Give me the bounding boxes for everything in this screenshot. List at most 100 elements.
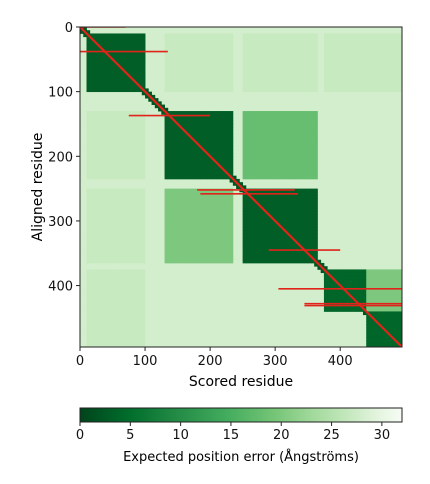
heatmap-cell: [115, 230, 120, 235]
heatmap-cell: [343, 49, 348, 54]
heatmap-cell: [226, 46, 231, 51]
heatmap-cell: [109, 195, 113, 199]
heatmap-cell: [245, 62, 250, 67]
heatmap-cell: [138, 321, 143, 325]
heatmap-cell: [190, 240, 195, 244]
heatmap-cell: [119, 253, 123, 257]
heatmap-cell: [86, 143, 91, 147]
heatmap-cell: [86, 285, 91, 290]
heatmap-cell: [125, 81, 130, 86]
heatmap-cell: [249, 56, 253, 60]
heatmap-cell: [102, 233, 107, 238]
heatmap-cell: [109, 136, 113, 141]
heatmap-cell: [125, 120, 130, 125]
heatmap-cell: [379, 49, 383, 54]
heatmap-cell: [102, 314, 107, 319]
heatmap-cell: [106, 165, 110, 170]
heatmap-cell: [138, 111, 143, 115]
heatmap-cell: [271, 69, 276, 73]
heatmap-cell: [135, 85, 139, 89]
heatmap-cell: [395, 75, 400, 80]
heatmap-cell: [372, 308, 377, 312]
heatmap-cell: [174, 81, 178, 86]
heatmap-cell: [86, 227, 91, 232]
heatmap-cell: [304, 256, 309, 261]
heatmap-cell: [125, 133, 130, 138]
heatmap-cell: [226, 136, 231, 141]
heatmap-cell: [255, 240, 260, 244]
heatmap-cell: [125, 33, 130, 38]
heatmap-cell: [177, 233, 182, 238]
heatmap-cell: [200, 250, 204, 254]
heatmap-cell: [177, 162, 182, 167]
heatmap-cell: [294, 233, 299, 238]
heatmap-cell: [271, 204, 276, 209]
heatmap-cell: [119, 314, 123, 319]
heatmap-cell: [392, 46, 396, 51]
heatmap-cell: [187, 230, 191, 235]
heatmap-cell: [197, 175, 201, 180]
heatmap-cell: [310, 156, 315, 160]
heatmap-cell: [336, 292, 341, 296]
heatmap-cell: [307, 117, 312, 122]
heatmap-cell: [392, 36, 396, 41]
heatmap-cell: [369, 308, 374, 312]
heatmap-cell: [112, 220, 117, 225]
heatmap-cell: [288, 65, 292, 70]
heatmap-cell: [229, 69, 234, 73]
heatmap-cell: [229, 211, 234, 215]
heatmap-cell: [281, 214, 286, 219]
heatmap-cell: [128, 140, 133, 144]
heatmap-cell: [314, 246, 318, 251]
heatmap-cell: [93, 208, 97, 212]
heatmap-cell: [109, 175, 113, 180]
heatmap-cell: [167, 230, 172, 235]
heatmap-cell: [310, 36, 315, 41]
heatmap-cell: [132, 56, 136, 60]
heatmap-cell: [99, 75, 104, 80]
heatmap-cell: [99, 324, 104, 329]
heatmap-cell: [271, 59, 276, 63]
heatmap-cell: [275, 111, 279, 115]
heatmap-cell: [216, 259, 221, 264]
heatmap-cell: [258, 114, 263, 118]
heatmap-cell: [99, 111, 104, 115]
heatmap-cell: [307, 250, 312, 254]
heatmap-cell: [171, 220, 175, 225]
heatmap-cell: [304, 72, 309, 76]
heatmap-cell: [109, 140, 113, 144]
heatmap-cell: [106, 285, 110, 290]
heatmap-cell: [197, 230, 201, 235]
heatmap-cell: [291, 259, 296, 264]
heatmap-cell: [138, 169, 143, 173]
heatmap-cell: [164, 81, 169, 86]
heatmap-cell: [395, 272, 400, 277]
heatmap-cell: [128, 162, 133, 167]
heatmap-cell: [265, 46, 270, 51]
heatmap-cell: [385, 275, 390, 280]
heatmap-cell: [392, 308, 396, 312]
heatmap-cell: [294, 136, 299, 141]
heatmap-cell: [174, 140, 178, 144]
heatmap-cell: [245, 156, 250, 160]
heatmap-cell: [167, 56, 172, 60]
heatmap-cell: [125, 256, 130, 261]
heatmap-cell: [249, 72, 253, 76]
heatmap-cell: [388, 317, 393, 322]
heatmap-cell: [174, 43, 178, 47]
heatmap-cell: [388, 39, 393, 44]
heatmap-cell: [262, 78, 266, 83]
heatmap-cell: [356, 282, 361, 286]
heatmap-cell: [229, 43, 234, 47]
heatmap-cell: [210, 220, 214, 225]
heatmap-cell: [262, 33, 266, 38]
heatmap-cell: [132, 133, 136, 138]
heatmap-cell: [362, 85, 367, 89]
heatmap-cell: [128, 78, 133, 83]
heatmap-cell: [187, 159, 191, 164]
heatmap-cell: [288, 114, 292, 118]
heatmap-cell: [372, 269, 377, 274]
heatmap-cell: [206, 46, 211, 51]
heatmap-cell: [96, 308, 100, 312]
heatmap-cell: [268, 75, 273, 80]
